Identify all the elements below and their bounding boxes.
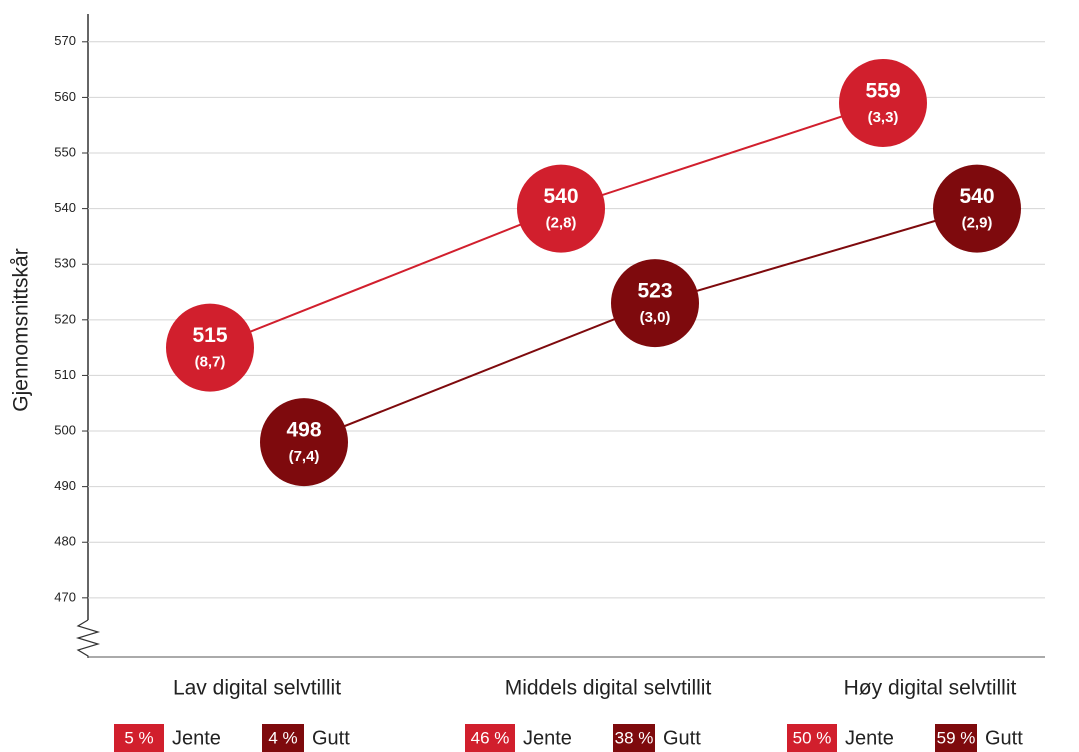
- share-label: 50 %: [793, 728, 832, 747]
- y-tick-label: 500: [54, 422, 76, 437]
- bubble: [933, 164, 1021, 253]
- share-label: 4 %: [268, 728, 297, 747]
- value-label: 498: [286, 419, 321, 442]
- error-label: (3,3): [868, 109, 899, 126]
- share-box: [787, 724, 837, 752]
- y-tick-label: 470: [54, 589, 76, 604]
- value-label: 540: [543, 185, 578, 208]
- y-tick-label: 570: [54, 33, 76, 48]
- y-tick-label: 520: [54, 311, 76, 326]
- share-box: [613, 724, 655, 752]
- bubble: [517, 164, 605, 253]
- x-tick-label: Middels digital selvtillit: [505, 677, 712, 700]
- error-label: (2,8): [546, 215, 577, 232]
- y-axis-label: Gjennomsnittskår: [10, 248, 33, 411]
- legend-name: Jente: [172, 727, 221, 749]
- y-tick-label: 480: [54, 534, 76, 549]
- value-label: 540: [959, 185, 994, 208]
- y-tick-label: 550: [54, 144, 76, 159]
- share-box: [935, 724, 977, 752]
- legend-name: Gutt: [663, 727, 701, 749]
- legend-name: Gutt: [985, 727, 1023, 749]
- bubble: [611, 259, 699, 348]
- share-label: 5 %: [124, 728, 153, 747]
- bubble: [260, 398, 348, 487]
- x-tick-label: Lav digital selvtillit: [173, 677, 341, 700]
- share-box: [465, 724, 515, 752]
- bubble: [839, 58, 927, 147]
- share-label: 38 %: [615, 728, 654, 747]
- y-tick-label: 510: [54, 367, 76, 382]
- legend-name: Jente: [845, 727, 894, 749]
- error-label: (7,4): [289, 448, 320, 465]
- value-label: 515: [192, 324, 227, 347]
- share-label: 46 %: [471, 728, 510, 747]
- x-tick-label: Høy digital selvtillit: [844, 677, 1017, 700]
- axis-break: [75, 619, 101, 658]
- error-label: (3,0): [640, 309, 671, 326]
- y-tick-label: 540: [54, 200, 76, 215]
- share-box: [114, 724, 164, 752]
- share-label: 59 %: [937, 728, 976, 747]
- bubble: [166, 303, 254, 392]
- legend-name: Jente: [523, 727, 572, 749]
- error-label: (2,9): [962, 215, 993, 232]
- y-tick-label: 560: [54, 89, 76, 104]
- y-tick-label: 530: [54, 256, 76, 271]
- y-tick-label: 490: [54, 478, 76, 493]
- share-box: [262, 724, 304, 752]
- legend-name: Gutt: [312, 727, 350, 749]
- error-label: (8,7): [195, 354, 226, 371]
- value-label: 523: [637, 280, 672, 303]
- value-label: 559: [865, 80, 900, 103]
